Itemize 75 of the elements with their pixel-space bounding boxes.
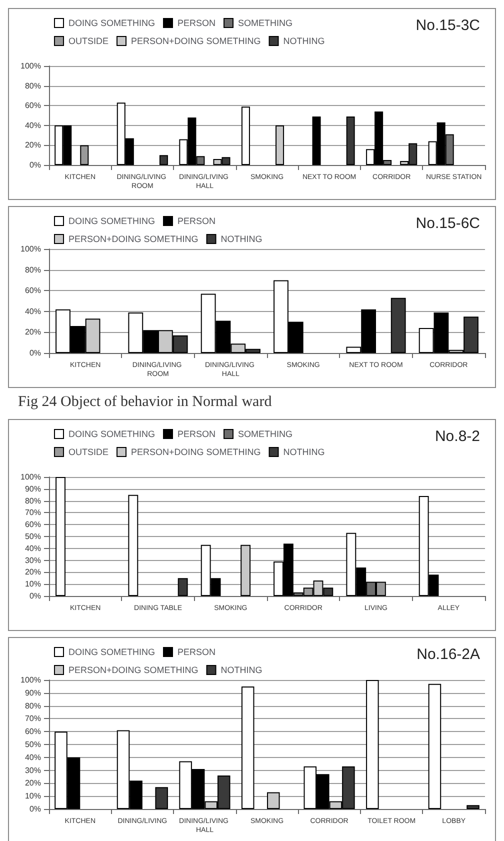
chart-title: No.8-2 [434,428,480,445]
y-tick-label: 80% [24,81,41,90]
y-tick-label: 80% [24,496,41,506]
bar [56,477,66,596]
y-tick-label: 40% [24,120,41,130]
legend-label: DOING SOMETHING [68,429,156,439]
legend-label: NOTHING [283,447,325,457]
y-tick-label: 60% [24,520,41,530]
y-tick-label: 80% [24,701,41,710]
y-tick-label: 70% [24,714,41,724]
y-tick-label: 100% [20,676,41,684]
bar [390,298,406,353]
y-tick-label: 0% [29,160,41,170]
y-tick-label: 100% [20,244,41,254]
chart-title: No.15-3C [416,17,480,34]
bar [466,805,480,809]
y-tick-label: 20% [24,778,41,788]
bar [155,787,168,809]
y-tick-label: 40% [24,306,41,316]
legend-label: PERSON [178,647,216,657]
y-tick-label: 40% [24,544,41,553]
y-tick-label: 50% [24,532,41,541]
y-tick-label: 60% [24,101,41,110]
y-tick-label: 70% [24,508,41,518]
bar [240,544,251,596]
y-tick-label: 90% [24,688,41,698]
legend-label: SOMETHING [238,429,293,439]
legend-label: PERSON [178,216,216,226]
legend-label: DOING SOMETHING [68,18,156,28]
y-tick-label: 20% [24,328,41,337]
bar [366,680,379,809]
bar [312,116,321,165]
y-tick-label: 60% [24,727,41,736]
bar [241,686,254,809]
y-tick-label: 30% [24,556,41,565]
legend-label: PERSON+DOING SOMETHING [68,234,198,244]
legend-label: PERSON+DOING SOMETHING [131,447,261,457]
y-tick-label: 10% [24,792,41,801]
y-tick-label: 30% [24,766,41,775]
bar [159,155,168,165]
legend-label: PERSON [178,18,216,28]
legend-label: DOING SOMETHING [68,647,156,657]
y-tick-label: 0% [29,348,41,358]
legend-label: PERSON+DOING SOMETHING [68,665,198,675]
bar [267,792,280,809]
y-tick-label: 100% [20,62,41,70]
legend-label: DOING SOMETHING [68,216,156,226]
y-tick-label: 20% [24,568,41,577]
y-tick-label: 50% [24,740,41,749]
legend-label: OUTSIDE [68,447,109,457]
bar [346,116,355,165]
y-tick-label: 100% [20,472,41,482]
y-tick-label: 80% [24,265,41,274]
legend-label: PERSON [178,429,216,439]
y-tick-label: 60% [24,286,41,296]
caption: Fig 24 Object of behavior in Normal ward [18,394,273,411]
bar [276,125,284,165]
bar [178,578,188,596]
legend-label: NOTHING [220,234,262,244]
y-tick-label: 0% [29,592,41,600]
legend-label: OUTSIDE [68,36,109,46]
legend-label: NOTHING [220,665,262,675]
y-tick-label: 20% [24,140,41,150]
legend-label: NOTHING [283,36,325,46]
legend-label: PERSON+DOING SOMETHING [131,36,261,46]
y-tick-label: 0% [29,804,41,814]
y-tick-label: 40% [24,752,41,762]
y-tick-label: 10% [24,580,41,589]
bar [428,684,442,809]
bar [241,106,250,165]
y-tick-label: 90% [24,484,41,494]
chart-title: No.15-6C [416,215,480,232]
chart-title: No.16-2A [416,646,480,663]
bar [128,494,138,596]
legend-label: SOMETHING [238,18,293,28]
